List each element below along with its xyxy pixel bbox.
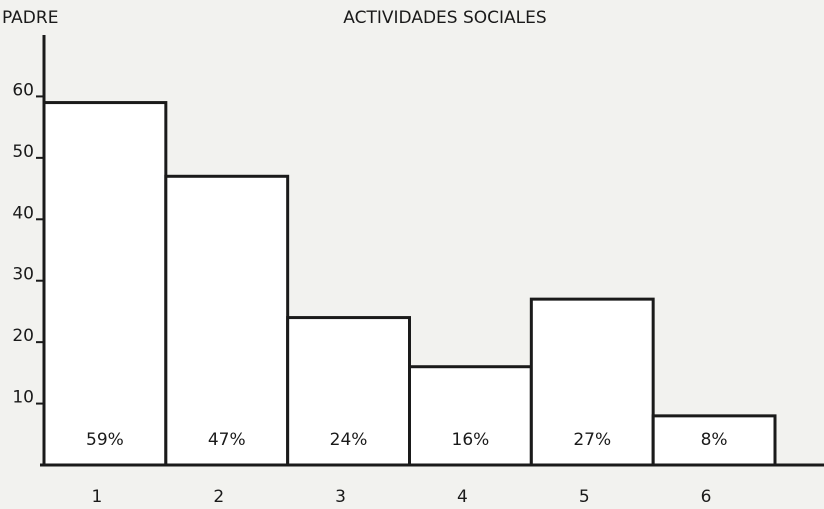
x-tick-label: 6 — [701, 487, 712, 507]
bar — [164, 174, 290, 467]
y-axis-label: PADRE — [2, 8, 58, 28]
y-tick-label: 10 — [12, 388, 34, 408]
bar — [529, 297, 655, 467]
chart-title: ACTIVIDADES SOCIALES — [343, 8, 546, 28]
value-label: 47% — [208, 430, 246, 450]
bar — [651, 414, 777, 467]
x-tick-label: 4 — [457, 487, 468, 507]
y-tick-label: 60 — [12, 80, 34, 100]
value-label: 27% — [573, 430, 611, 450]
y-tick-label: 50 — [12, 142, 34, 162]
y-tick-label: 20 — [12, 326, 34, 346]
y-tick-label: 30 — [12, 265, 34, 285]
value-label: 8% — [701, 430, 728, 450]
x-tick-label: 1 — [92, 487, 103, 507]
value-label: 59% — [86, 430, 124, 450]
x-tick-label: 3 — [335, 487, 346, 507]
bar — [408, 365, 533, 467]
bar — [286, 316, 411, 467]
value-label: 24% — [330, 430, 368, 450]
x-tick-label: 2 — [213, 487, 224, 507]
x-tick-label: 5 — [579, 487, 590, 507]
bar — [42, 101, 168, 467]
value-label: 16% — [452, 430, 490, 450]
y-tick-label: 40 — [12, 203, 34, 223]
